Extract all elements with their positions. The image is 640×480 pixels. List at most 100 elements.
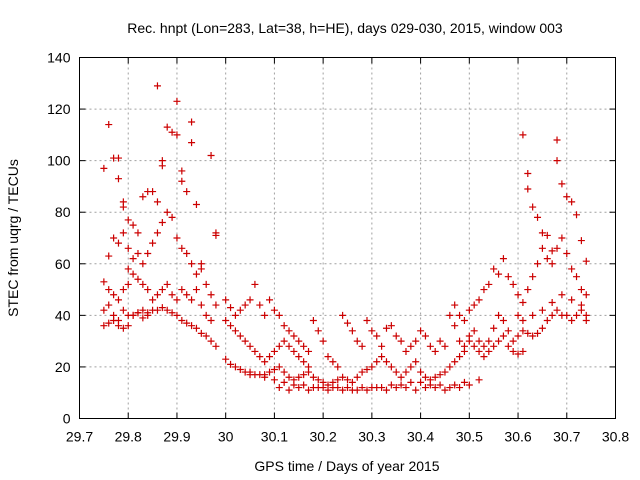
data-point-marker: [212, 301, 220, 309]
data-point-marker: [285, 342, 293, 350]
data-point-marker: [188, 322, 196, 330]
data-point-marker: [417, 327, 425, 335]
data-point-marker: [504, 327, 512, 335]
data-point-marker: [173, 234, 181, 242]
data-point-marker: [363, 386, 371, 394]
data-point-marker: [285, 373, 293, 381]
data-point-marker: [582, 317, 590, 325]
data-point-marker: [144, 249, 152, 257]
data-point-marker: [285, 327, 293, 335]
data-point-marker: [397, 381, 405, 389]
data-point-marker: [266, 296, 274, 304]
data-point-marker: [266, 368, 274, 376]
data-point-marker: [344, 384, 351, 392]
data-point-marker: [339, 311, 347, 319]
data-point-marker: [183, 188, 191, 196]
data-point-marker: [519, 298, 527, 306]
data-point-marker: [114, 322, 122, 330]
data-point-marker: [353, 373, 361, 381]
data-point-marker: [241, 337, 249, 345]
data-point-marker: [129, 270, 137, 278]
data-point-marker: [465, 381, 473, 389]
data-point-marker: [577, 301, 585, 309]
data-point-marker: [436, 337, 444, 345]
data-point-marker: [168, 309, 176, 317]
data-point-marker: [373, 384, 381, 392]
chart-title: Rec. hnpt (Lon=283, Lat=38, h=HE), days …: [127, 20, 563, 36]
y-tick-label: 0: [63, 411, 71, 427]
data-point-marker: [524, 286, 532, 294]
data-point-marker: [348, 327, 356, 335]
data-point-marker: [363, 317, 371, 325]
data-point-marker: [548, 311, 556, 319]
data-point-marker: [119, 229, 127, 237]
data-point-marker: [358, 368, 366, 376]
data-point-marker: [231, 363, 239, 371]
data-point-marker: [431, 384, 439, 392]
data-point-marker: [305, 347, 313, 355]
x-tick-label: 29.8: [115, 429, 142, 445]
data-point-marker: [514, 332, 522, 340]
data-point-marker: [207, 151, 215, 159]
x-tick-label: 30.7: [553, 429, 580, 445]
data-point-marker: [202, 332, 210, 340]
data-point-marker: [197, 329, 205, 337]
data-point-marker: [153, 291, 161, 299]
data-point-marker: [192, 286, 200, 294]
data-point-marker: [519, 317, 527, 325]
data-point-marker: [149, 296, 157, 304]
data-point-marker: [529, 273, 537, 281]
data-point-marker: [246, 371, 254, 379]
data-point-marker: [149, 188, 157, 196]
data-point-marker: [495, 337, 503, 345]
data-point-marker: [524, 170, 532, 178]
data-point-marker: [178, 244, 186, 252]
data-point-marker: [382, 324, 390, 332]
y-axis-label: STEC from uqrg / TECUs: [5, 159, 21, 317]
data-point-marker: [314, 327, 322, 335]
data-point-marker: [300, 381, 308, 389]
data-point-marker: [568, 317, 576, 325]
data-point-marker: [460, 378, 468, 386]
data-point-marker: [358, 342, 366, 350]
data-point-marker: [339, 373, 347, 381]
data-point-marker: [314, 384, 322, 392]
data-point-marker: [100, 164, 108, 172]
data-point-marker: [183, 249, 191, 257]
data-point-marker: [490, 324, 498, 332]
data-point-marker: [192, 324, 200, 332]
data-point-marker: [197, 265, 205, 273]
data-point-marker: [163, 280, 171, 288]
x-tick-label: 30.5: [456, 429, 483, 445]
data-point-marker: [392, 332, 400, 340]
data-point-marker: [431, 373, 439, 381]
data-point-marker: [456, 311, 464, 319]
data-point-marker: [582, 291, 590, 299]
data-point-marker: [368, 363, 376, 371]
data-point-marker: [227, 304, 235, 312]
data-point-marker: [158, 304, 166, 312]
data-point-marker: [475, 376, 483, 384]
data-point-marker: [524, 329, 532, 337]
data-point-marker: [139, 193, 147, 201]
data-point-marker: [475, 337, 483, 345]
data-point-marker: [261, 373, 269, 381]
data-point-marker: [105, 121, 113, 129]
data-point-marker: [280, 368, 288, 376]
data-point-marker: [256, 301, 264, 309]
data-point-marker: [534, 213, 542, 221]
data-point-marker: [402, 347, 410, 355]
data-point-marker: [573, 311, 581, 319]
data-point-marker: [499, 317, 507, 325]
data-point-marker: [110, 234, 118, 242]
data-point-marker: [305, 386, 313, 394]
data-point-marker: [329, 358, 337, 366]
data-point-marker: [188, 139, 196, 147]
data-point-marker: [295, 337, 303, 345]
data-point-marker: [183, 319, 191, 327]
data-point-marker: [509, 337, 517, 345]
data-point-marker: [236, 306, 244, 314]
axis-ticks: 29.7 29.8 29.9 30 30.1 30.2 30.3 30.4 30.5 30.6 30…: [47, 50, 629, 445]
y-tick-label: 100: [47, 153, 71, 169]
data-point-marker: [534, 260, 542, 268]
